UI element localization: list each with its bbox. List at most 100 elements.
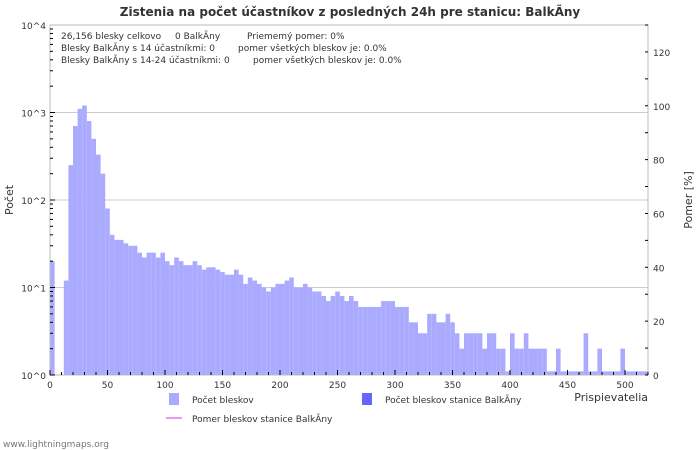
bar (128, 245, 133, 375)
bar (473, 333, 478, 375)
bar (326, 301, 331, 375)
bar (151, 252, 156, 375)
bar (123, 243, 129, 375)
bar (275, 283, 280, 375)
bar (556, 348, 561, 375)
bar (381, 301, 386, 375)
bar (298, 287, 303, 375)
y-tick-label: 10^4 (21, 22, 46, 32)
y-tick-label: 10^1 (21, 285, 46, 295)
bar (155, 257, 161, 375)
bar (50, 261, 55, 375)
x-axis-label: Prispievatelia (574, 391, 648, 404)
bar (307, 287, 313, 375)
bar (450, 322, 455, 375)
bar (321, 295, 326, 375)
x-tick-label: 500 (616, 381, 633, 391)
bar (169, 265, 175, 375)
bar (606, 371, 612, 375)
bar (114, 239, 119, 375)
bar (602, 371, 607, 375)
bar (367, 306, 372, 375)
y2-axis-label: Pomer [%] (682, 171, 695, 229)
bar (220, 272, 225, 375)
bar (615, 371, 621, 375)
bar (330, 295, 336, 375)
bar (376, 306, 382, 375)
bar (491, 333, 497, 375)
bar (142, 257, 147, 375)
stats-line2b: pomer všetkých bleskov je: 0.0% (238, 43, 387, 54)
bar (303, 283, 308, 375)
bar (224, 274, 230, 375)
bar (372, 306, 377, 375)
bar (500, 348, 506, 375)
bar (427, 313, 432, 375)
x-tick-label: 250 (329, 381, 346, 391)
bar (349, 295, 354, 375)
bar (468, 333, 474, 375)
bar (270, 287, 276, 375)
bar (542, 348, 547, 375)
x-tick-label: 200 (271, 381, 288, 391)
bar (293, 287, 299, 375)
bar (514, 348, 520, 375)
bar (197, 265, 202, 375)
bar (574, 371, 579, 375)
bar (390, 301, 395, 375)
y2-tick-label: 100 (653, 103, 670, 113)
bar (192, 261, 198, 375)
bar (408, 322, 414, 375)
bar (362, 306, 368, 375)
bar (399, 306, 405, 375)
bar (63, 280, 69, 375)
legend-label-count: Počet bleskov (192, 395, 254, 406)
y2-tick-label: 60 (653, 210, 665, 220)
bar (459, 348, 464, 375)
legend-swatch-count (169, 393, 179, 405)
bar (404, 306, 409, 375)
bar (533, 348, 538, 375)
bar (505, 371, 510, 375)
y-tick-label: 10^0 (21, 372, 46, 382)
bar (629, 371, 635, 375)
bar (546, 371, 552, 375)
bar (454, 333, 460, 375)
stats-line3b: pomer všetkých bleskov je: 0.0% (253, 55, 402, 66)
bar (257, 283, 262, 375)
bar (160, 252, 165, 375)
bar (316, 291, 322, 375)
y2-tick-label: 80 (653, 157, 665, 167)
x-tick-label: 100 (156, 381, 173, 391)
bar (137, 252, 142, 375)
x-tick-label: 50 (102, 381, 114, 391)
bar (178, 261, 184, 375)
footer-credit: www.lightningmaps.org (3, 440, 109, 450)
stats-line2a: Blesky BalkÃ­ny s 14 účastníkmi: 0 (61, 43, 215, 54)
bar (243, 283, 248, 375)
x-tick-label: 450 (559, 381, 576, 391)
bar (96, 154, 101, 375)
bar (385, 301, 391, 375)
bar (229, 274, 234, 375)
legend-label-ratio: Pomer bleskov stanice BalkÃ­ny (192, 414, 333, 425)
bar (638, 371, 644, 375)
x-tick-label: 400 (501, 381, 518, 391)
bar (436, 322, 441, 375)
y2-tick-label: 120 (653, 49, 670, 59)
stats-line1c: Priememý pomer: 0% (247, 32, 345, 42)
y-tick-label: 10^3 (21, 110, 46, 120)
stats-line3a: Blesky BalkÃ­ny s 14-24 účastníkmi: 0 (61, 55, 230, 66)
y2-tick-label: 40 (653, 264, 665, 274)
stats-line1a: 26,156 blesky celkovo (61, 32, 162, 42)
bar (445, 313, 451, 375)
bar (146, 252, 152, 375)
x-tick-label: 0 (47, 381, 53, 391)
bar (496, 348, 501, 375)
bar (68, 165, 73, 375)
bar (266, 291, 271, 375)
bar (339, 295, 345, 375)
bar (201, 269, 207, 375)
bar (431, 313, 437, 375)
